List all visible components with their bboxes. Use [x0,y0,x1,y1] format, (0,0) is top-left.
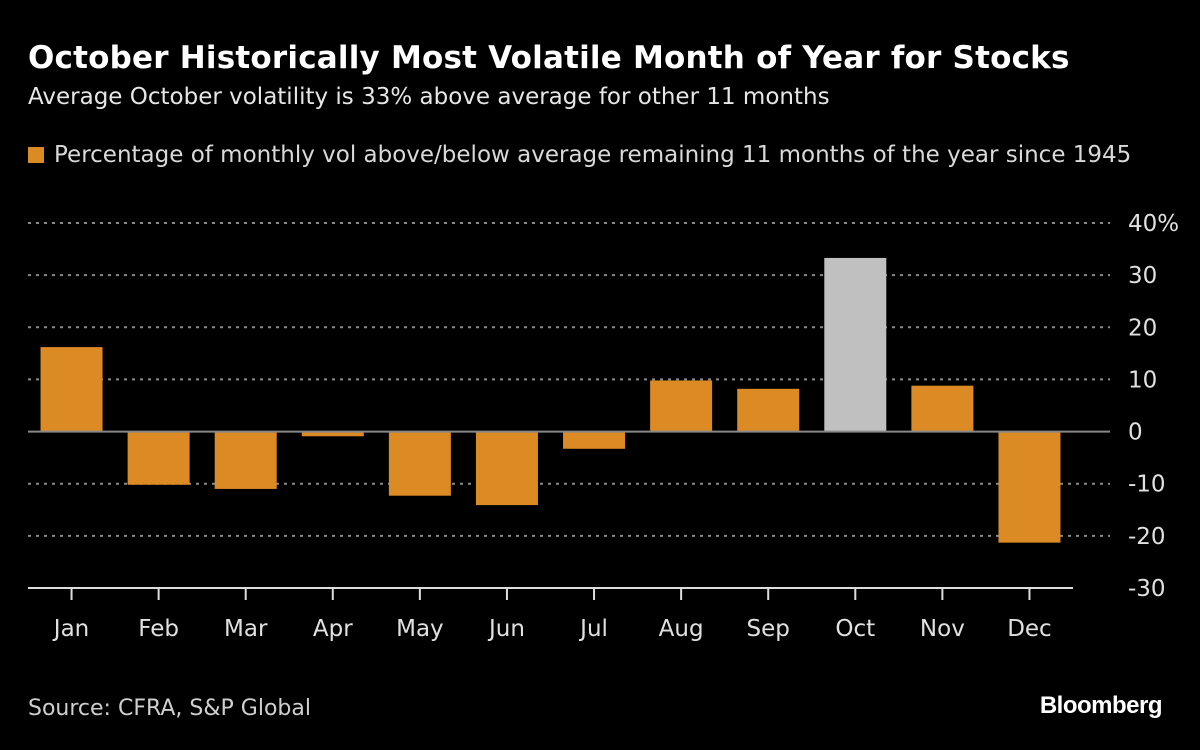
bar-mar [214,431,277,489]
bar-nov [911,385,974,432]
x-tick-label: Jul [578,616,608,642]
chart-subtitle: Average October volatility is 33% above … [28,84,830,110]
x-tick-label: Aug [659,616,704,642]
bar-jul [563,431,626,449]
y-tick-label: 30 [1128,263,1157,289]
x-tick-label: Nov [920,616,965,642]
bar-apr [301,431,364,437]
legend: Percentage of monthly vol above/below av… [28,140,1158,171]
x-tick-label: Dec [1007,616,1052,642]
bar-jan [40,347,103,432]
x-tick-label: Mar [224,616,268,642]
x-tick-label: Apr [313,616,353,642]
legend-swatch [28,147,44,163]
y-tick-label: -20 [1128,524,1166,550]
y-tick-label: 40% [1128,211,1179,237]
x-tick-label: Jan [52,616,89,642]
bar-sep [737,388,800,432]
y-tick-label: 20 [1128,315,1157,341]
bar-jun [475,431,538,506]
x-tick-label: Oct [835,616,875,642]
x-tick-label: May [396,616,444,642]
x-tick-label: Jun [487,616,525,642]
bar-dec [998,431,1061,543]
x-tick-label: Sep [747,616,790,642]
y-tick-label: 10 [1128,367,1157,393]
bar-oct [824,257,887,432]
bar-may [388,431,451,496]
bar-aug [650,380,713,432]
y-tick-label: -30 [1128,576,1166,602]
x-tick-label: Feb [138,616,179,642]
bloomberg-logo: Bloomberg [1039,692,1163,719]
y-tick-label: -10 [1128,472,1166,498]
chart-title: October Historically Most Volatile Month… [28,40,1070,76]
source-note: Source: CFRA, S&P Global [28,696,311,721]
bar-feb [127,431,190,485]
y-tick-label: 0 [1128,420,1143,446]
legend-label: Percentage of monthly vol above/below av… [54,142,1132,168]
